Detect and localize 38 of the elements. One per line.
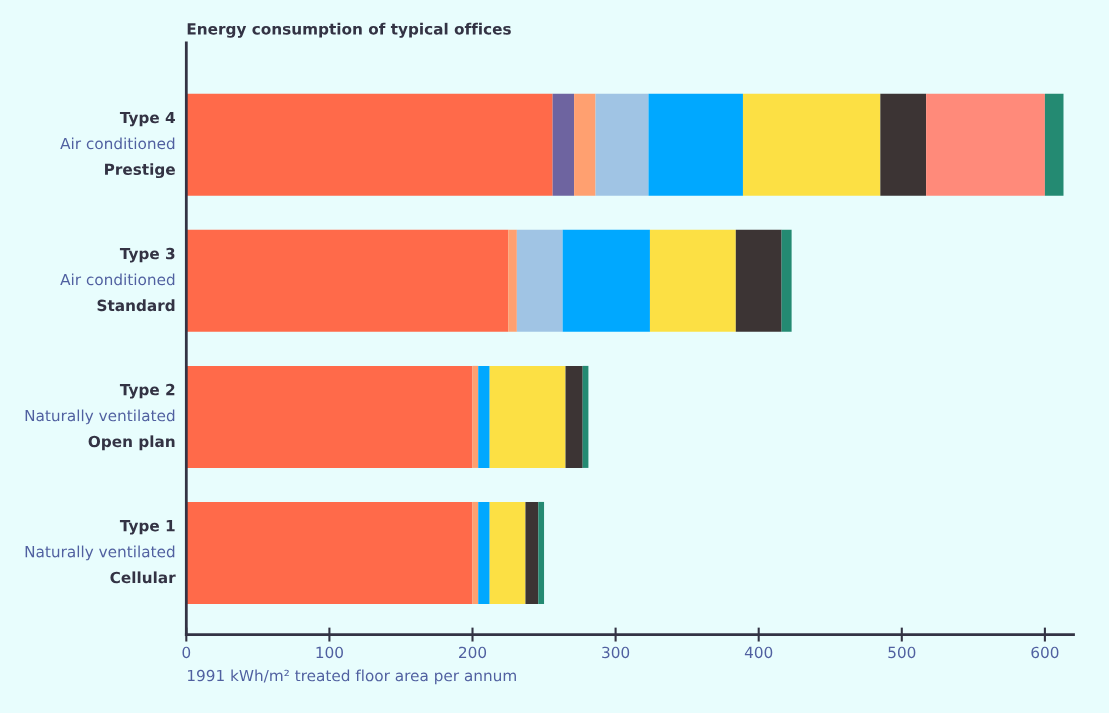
- x-tick-label: 600: [1031, 646, 1059, 659]
- bar: [478, 501, 490, 604]
- bar: [478, 365, 490, 468]
- bar: [648, 93, 743, 196]
- y-tick-label: Type 1 Naturally ventilated Cellular: [25, 520, 176, 584]
- bar: [516, 229, 563, 332]
- bar: [489, 501, 526, 604]
- bar: [735, 229, 782, 332]
- bar: [574, 93, 596, 196]
- x-tick-label: 100: [316, 646, 343, 659]
- bar: [562, 229, 650, 332]
- y-tick-label: Type 2 Naturally ventilated Open plan: [25, 383, 175, 451]
- bar: [186, 229, 509, 332]
- bar: [538, 501, 545, 604]
- bar: [552, 93, 575, 196]
- bar: [1044, 93, 1064, 196]
- bar: [565, 365, 583, 468]
- bar: [880, 93, 927, 196]
- bar: [186, 365, 473, 468]
- bar: [649, 229, 736, 332]
- x-tick-label: 400: [744, 646, 773, 659]
- bar: [781, 229, 792, 332]
- bar: [525, 501, 539, 604]
- bar: [926, 93, 1045, 196]
- x-tick-label: 0: [182, 646, 191, 659]
- bar: [595, 93, 649, 196]
- bar: [508, 229, 517, 332]
- bar: [186, 93, 553, 196]
- chart-title: Energy consumption of typical offices: [187, 22, 511, 38]
- x-tick-label: 300: [602, 646, 630, 659]
- bar: [489, 365, 566, 468]
- x-tick-label: 500: [888, 646, 916, 659]
- x-axis-title: 1991 kWh/m² treated floor area per annum: [187, 669, 516, 685]
- y-tick-label: Type 4 Air conditioned Prestige: [60, 111, 175, 179]
- bar: [742, 93, 881, 196]
- y-tick-label: Type 3 Air conditioned Standard: [60, 247, 175, 312]
- x-tick-label: 200: [459, 646, 487, 659]
- bar: [186, 501, 473, 604]
